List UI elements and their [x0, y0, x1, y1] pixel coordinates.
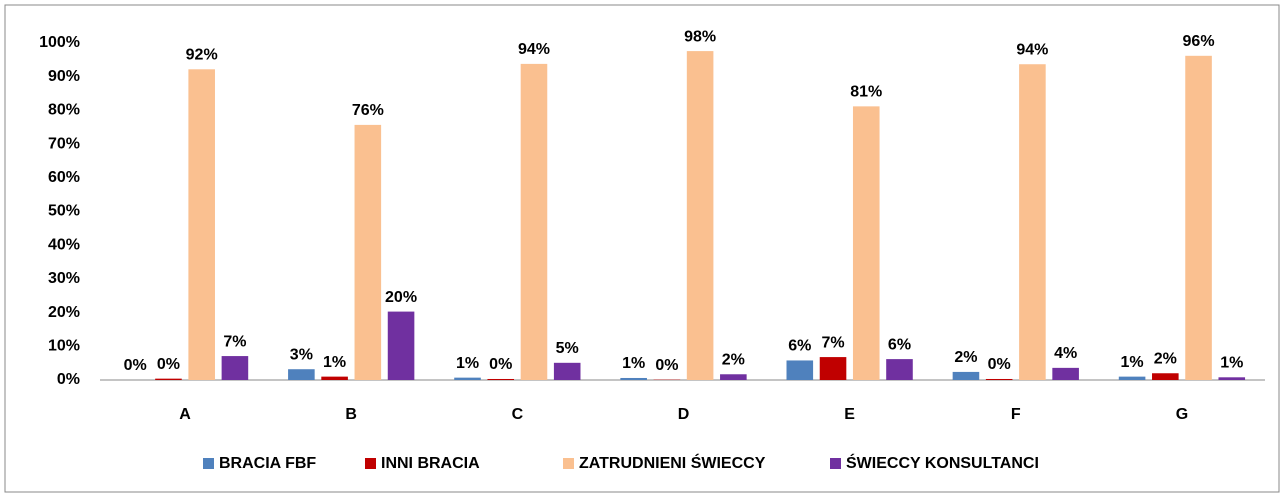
bar — [454, 378, 481, 380]
legend-swatch — [563, 458, 574, 469]
x-tick-label: F — [1011, 406, 1021, 423]
legend-swatch — [365, 458, 376, 469]
bar — [487, 379, 514, 380]
bar — [355, 125, 382, 380]
data-label: 0% — [655, 357, 678, 374]
y-tick-label: 90% — [48, 68, 80, 85]
data-label: 94% — [518, 41, 550, 58]
y-tick-label: 20% — [48, 304, 80, 321]
y-tick-label: 0% — [57, 371, 80, 388]
data-label: 92% — [186, 47, 218, 64]
data-label: 7% — [821, 334, 844, 351]
data-label: 2% — [1154, 350, 1177, 367]
bar — [388, 312, 415, 380]
y-tick-label: 70% — [48, 135, 80, 152]
data-label: 0% — [988, 356, 1011, 373]
data-label: 6% — [788, 338, 811, 355]
x-tick-label: A — [179, 406, 191, 423]
legend-swatch — [830, 458, 841, 469]
data-label: 2% — [954, 349, 977, 366]
x-tick-label: D — [678, 406, 690, 423]
bar — [321, 377, 348, 380]
data-label: 7% — [223, 333, 246, 350]
data-label: 98% — [684, 28, 716, 45]
bar — [1052, 368, 1079, 380]
bar — [886, 359, 913, 380]
bar — [986, 379, 1013, 380]
data-label: 1% — [323, 354, 346, 371]
data-label: 20% — [385, 289, 417, 306]
y-tick-label: 100% — [39, 34, 80, 51]
y-tick-label: 80% — [48, 102, 80, 119]
data-label: 2% — [722, 351, 745, 368]
data-label: 1% — [622, 355, 645, 372]
data-label: 1% — [456, 355, 479, 372]
legend-label: BRACIA FBF — [219, 455, 316, 472]
bar — [787, 360, 814, 380]
x-tick-label: E — [844, 406, 855, 423]
data-label: 0% — [489, 356, 512, 373]
x-tick-label: G — [1176, 406, 1188, 423]
bar — [1218, 377, 1245, 380]
data-label: 1% — [1220, 355, 1243, 372]
bar — [953, 372, 980, 380]
legend-label: INNI BRACIA — [381, 455, 480, 472]
data-label: 3% — [290, 346, 313, 363]
bar — [687, 51, 714, 380]
data-label: 81% — [850, 84, 882, 101]
y-tick-label: 60% — [48, 169, 80, 186]
legend-label: ZATRUDNIENI ŚWIECCY — [579, 453, 766, 472]
y-tick-label: 10% — [48, 338, 80, 355]
bar — [1019, 64, 1046, 380]
data-label: 76% — [352, 102, 384, 119]
data-label: 5% — [556, 340, 579, 357]
data-label: 4% — [1054, 345, 1077, 362]
y-tick-label: 40% — [48, 236, 80, 253]
bar — [222, 356, 249, 380]
data-label: 0% — [124, 357, 147, 374]
bar — [554, 363, 581, 380]
bar — [1152, 373, 1179, 380]
y-tick-label: 30% — [48, 270, 80, 287]
legend-label: ŚWIECCY KONSULTANCI — [846, 453, 1039, 472]
bar — [188, 69, 215, 380]
bar — [521, 64, 548, 380]
legend-swatch — [203, 458, 214, 469]
data-label: 1% — [1121, 354, 1144, 371]
bar — [288, 369, 315, 380]
bar — [620, 378, 647, 380]
bar — [155, 379, 182, 380]
y-tick-label: 50% — [48, 203, 80, 220]
x-tick-label: C — [512, 406, 524, 423]
data-label: 0% — [157, 356, 180, 373]
x-tick-label: B — [345, 406, 357, 423]
bar — [853, 106, 880, 380]
bar — [820, 357, 847, 380]
data-label: 94% — [1016, 41, 1048, 58]
bar — [1185, 56, 1212, 380]
data-label: 96% — [1183, 33, 1215, 50]
data-label: 6% — [888, 336, 911, 353]
bar — [1119, 377, 1146, 380]
bar — [720, 374, 747, 380]
